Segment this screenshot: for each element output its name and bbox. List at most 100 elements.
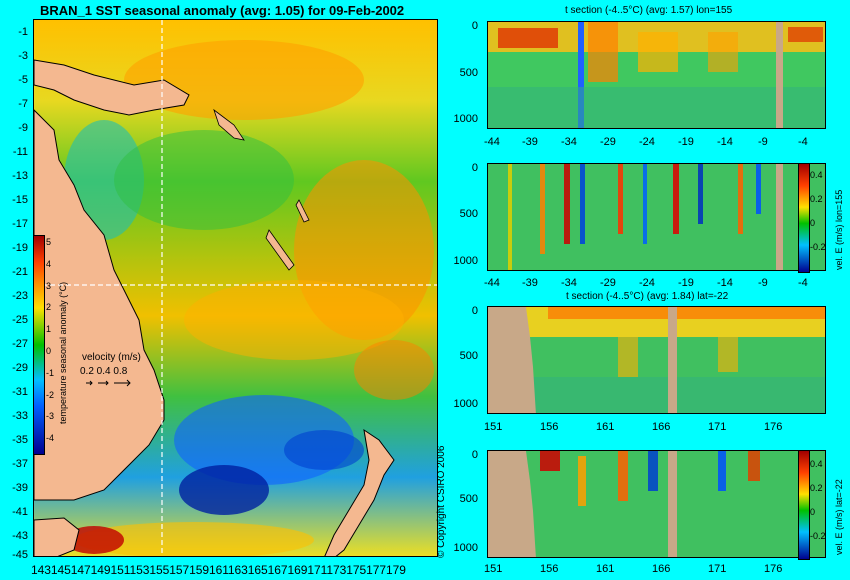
copyright-text: © Copyright CSIRO 2006 (436, 445, 447, 558)
xtick: -4 (798, 277, 808, 289)
lat-tick: -11 (12, 146, 28, 158)
colorbar-tick: 0.4 (810, 459, 823, 469)
xtick: -9 (758, 136, 768, 148)
lat-tick: -1 (18, 26, 28, 38)
panel4-xticks: 151 156 161 166 171 176 (484, 563, 824, 577)
panel1-title: t section (-4..5°C) (avg: 1.57) lon=155 (565, 5, 733, 16)
velocity-legend-title: velocity (m/s) (82, 352, 141, 363)
lat-tick: -23 (12, 290, 28, 302)
colorbar-tick: 0 (810, 218, 816, 228)
panel2-velocity-section[interactable] (487, 163, 826, 271)
colorbar-tick: 4 (46, 258, 52, 269)
xtick: -39 (522, 136, 538, 148)
xtick: 161 (596, 563, 615, 575)
lat-tick: -19 (12, 242, 28, 254)
lat-tick: -33 (12, 410, 28, 422)
xtick: -29 (600, 277, 616, 289)
xtick: -29 (600, 136, 616, 148)
xtick: 171 (708, 563, 727, 575)
lat-tick: -27 (12, 338, 28, 350)
xtick: -19 (678, 136, 694, 148)
xtick: -14 (717, 136, 733, 148)
xtick: 166 (652, 421, 671, 433)
sst-anomaly-map[interactable] (33, 19, 438, 557)
xtick: -4 (798, 136, 808, 148)
xtick: -24 (639, 277, 655, 289)
colorbar-tick: -1 (46, 367, 55, 378)
velocity-colorbar-1-label: vel. E (m/s) lon=155 (834, 189, 844, 270)
ytick: 500 (459, 67, 478, 79)
colorbar-label: temperature seasonal anomaly (°C) (58, 281, 68, 424)
velocity-colorbar-2-ticks: 0.4 0.2 0 -0.2 (810, 452, 826, 548)
ytick: 0 (471, 305, 478, 317)
lat-tick: -3 (18, 50, 28, 62)
xtick: 156 (540, 421, 559, 433)
latitude-axis: -1 -3 -5 -7 -9 -11 -13 -15 -17 -19 -21 -… (0, 19, 32, 561)
panel1-temperature-section[interactable] (487, 21, 826, 129)
longitude-axis: 1431451471491511531551571591611631651671… (31, 563, 406, 577)
xtick: -39 (522, 277, 538, 289)
xtick: -44 (484, 277, 500, 289)
velocity-legend-arrows (84, 378, 134, 388)
ytick: 500 (459, 208, 478, 220)
lat-tick: -39 (12, 482, 28, 494)
temperature-colorbar-ticks: 5 4 3 2 1 0 -1 -2 -3 -4 (46, 232, 54, 450)
xtick: 176 (764, 563, 783, 575)
colorbar-tick: 3 (46, 280, 52, 291)
colorbar-tick: 0.2 (810, 483, 823, 493)
colorbar-tick: -0.2 (810, 531, 826, 541)
xtick: -19 (678, 277, 694, 289)
colorbar-tick: -2 (46, 389, 55, 400)
xtick: -9 (758, 277, 768, 289)
panel1-xticks: -44 -39 -34 -29 -24 -19 -14 -9 -4 (484, 136, 824, 150)
temperature-colorbar (33, 235, 45, 455)
lat-tick: -43 (12, 530, 28, 542)
lat-tick: -13 (12, 170, 28, 182)
xtick: 171 (708, 421, 727, 433)
panel3-temperature-section[interactable] (487, 306, 826, 414)
colorbar-tick: 0.2 (810, 194, 823, 204)
velocity-colorbar-2-label: vel. E (m/s) lat=-22 (834, 479, 844, 555)
xtick: -24 (639, 136, 655, 148)
xtick: 166 (652, 563, 671, 575)
lat-tick: -7 (18, 98, 28, 110)
lat-tick: -37 (12, 458, 28, 470)
xtick: -14 (717, 277, 733, 289)
ytick: 0 (471, 20, 478, 32)
velocity-legend-values: 0.2 0.4 0.8 (80, 366, 128, 377)
lat-tick: -41 (12, 506, 28, 518)
xtick: -34 (561, 136, 577, 148)
lat-tick: -15 (12, 194, 28, 206)
panel3-title: t section (-4..5°C) (avg: 1.84) lat=-22 (566, 291, 729, 302)
colorbar-tick: 5 (46, 237, 52, 247)
velocity-colorbar-2 (798, 450, 810, 560)
xtick: 156 (540, 563, 559, 575)
velocity-colorbar-1 (798, 163, 810, 273)
lat-tick: -5 (18, 74, 28, 86)
ytick: 500 (459, 350, 478, 362)
colorbar-tick: -3 (46, 411, 55, 422)
colorbar-tick: 0.4 (810, 170, 823, 180)
lat-tick: -21 (12, 266, 28, 278)
lat-tick: -25 (12, 314, 28, 326)
lat-tick: -29 (12, 362, 28, 374)
colorbar-tick: 2 (46, 302, 52, 313)
lat-tick: -35 (12, 434, 28, 446)
panel2-xticks: -44 -39 -34 -29 -24 -19 -14 -9 -4 (484, 277, 824, 291)
ytick: 1000 (453, 255, 478, 267)
colorbar-tick: 0 (46, 345, 52, 356)
xtick: 161 (596, 421, 615, 433)
colorbar-tick: -4 (46, 433, 55, 444)
ytick: 0 (471, 162, 478, 174)
xtick: 151 (484, 563, 503, 575)
ytick: 1000 (453, 113, 478, 125)
panel3-xticks: 151 156 161 166 171 176 (484, 421, 824, 435)
velocity-colorbar-1-ticks: 0.4 0.2 0 -0.2 (810, 163, 826, 259)
lat-tick: -45 (12, 549, 28, 561)
lat-tick: -17 (12, 218, 28, 230)
ytick: 0 (471, 449, 478, 461)
page-title: BRAN_1 SST seasonal anomaly (avg: 1.05) … (40, 3, 405, 18)
lat-tick: -9 (18, 122, 28, 134)
colorbar-tick: 0 (810, 507, 816, 517)
panel4-velocity-section[interactable] (487, 450, 826, 558)
